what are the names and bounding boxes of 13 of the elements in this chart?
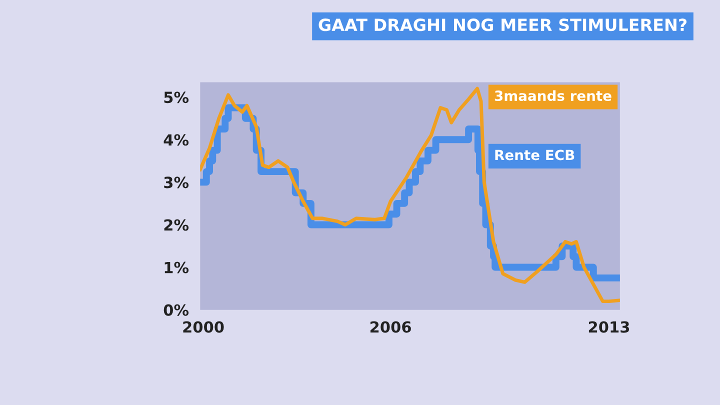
series-label: 3maands rente — [494, 90, 612, 102]
x-tick-label: 2000 — [183, 321, 224, 333]
y-tick-label: 4% — [164, 134, 189, 146]
y-tick-label: 2% — [164, 219, 189, 231]
line-series — [200, 86, 620, 304]
y-tick-label: 0% — [164, 304, 189, 316]
series-label: Rente ECB — [495, 150, 574, 160]
x-tick-label: 2013 — [588, 321, 630, 333]
y-tick-label: 1% — [164, 262, 189, 274]
x-tick-label: 2006 — [370, 321, 411, 333]
chart-title: GAAT DRAGHI NOG MEER STIMULEREN? — [318, 18, 687, 32]
y-tick-label: 5% — [164, 92, 189, 104]
y-tick-label: 3% — [164, 176, 189, 188]
